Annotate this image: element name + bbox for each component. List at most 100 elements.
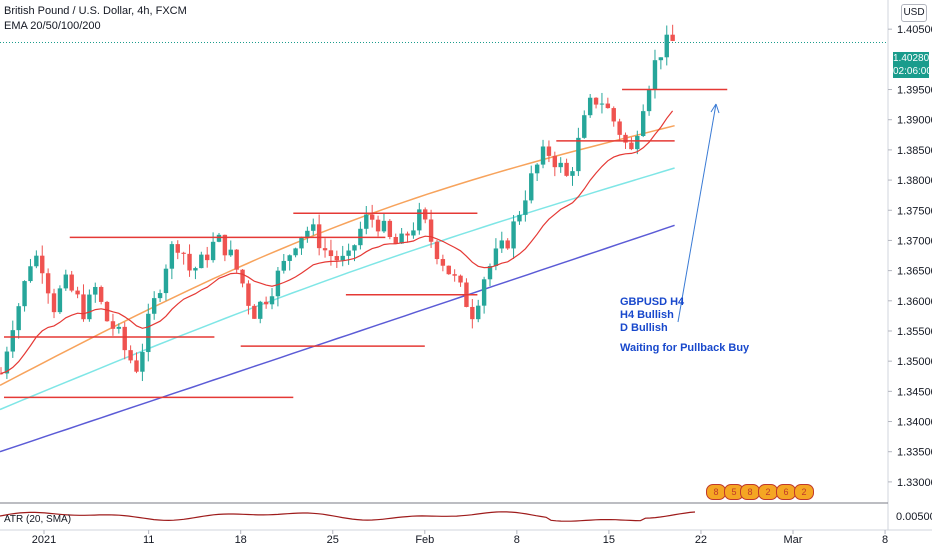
candle-body [423,209,428,220]
candle-body [122,326,127,351]
candle-body [593,97,599,105]
candle-body [116,326,122,329]
candle-body [81,294,86,320]
candle-body [611,108,616,122]
candle-body [470,306,475,320]
candle-body [617,121,622,135]
candle-body [646,89,652,112]
annotation-text: D Bullish [620,322,668,334]
annotation-text: Waiting for Pullback Buy [620,342,750,354]
y-tick-label: 1.34000 [897,417,932,429]
candle-body [334,256,340,261]
candle-body [664,34,669,58]
candle-body [93,286,98,295]
candle-body [16,306,21,331]
candle-body [493,248,499,267]
annotation-text: GBPUSD H4 [620,296,685,308]
candle-body [45,273,51,294]
candle-body [476,305,481,320]
candle-body [576,137,581,172]
x-tick-label: 8 [882,534,888,546]
x-tick-label: 25 [327,534,339,546]
indicator-legend: EMA 20/50/100/200 [4,20,101,32]
y-tick-label: 1.36500 [897,266,932,278]
event-icon[interactable]: 8 [706,484,726,500]
candle-body [599,103,605,105]
event-icon[interactable]: 2 [794,484,814,500]
candle-body [629,142,634,150]
candle-body [340,255,345,261]
y-tick-label: 1.36000 [897,296,932,308]
candle-body [582,115,587,138]
candle-body [305,230,310,237]
y-tick-label: 1.33500 [897,447,932,459]
candle-body [452,274,457,276]
candle-body [199,254,204,269]
y-tick-label: 1.39500 [897,85,932,97]
candle-body [434,241,440,260]
atr-axis-label: 0.00500 [896,511,932,523]
candle-body [635,135,640,150]
candle-body [134,360,139,372]
event-icon[interactable]: 6 [776,484,796,500]
candle-body [210,241,216,261]
candle-body [75,290,80,295]
chart-title: British Pound / U.S. Dollar, 4h, FXCM [4,5,187,17]
event-icon[interactable]: 8 [740,484,760,500]
candle-body [570,171,575,176]
candle-body [540,146,546,165]
candle-body [187,253,192,271]
candle-body [346,250,351,256]
candle-body [140,352,145,372]
candle-body [110,321,116,329]
candle-body [652,60,658,90]
candle-body [428,219,434,242]
candle-body [228,249,233,256]
candle-body [51,293,57,313]
currency-badge[interactable]: USD [901,4,927,22]
candle-body [523,200,528,215]
event-icon[interactable]: 5 [724,484,744,500]
event-icon[interactable]: 2 [758,484,778,500]
candle-body [275,270,281,297]
candle-body [63,274,69,289]
candle-body [364,214,369,229]
y-tick-label: 1.33000 [897,477,932,489]
x-tick-label: 22 [695,534,707,546]
atr-label: ATR (20, SMA) [4,514,72,525]
candle-body [487,266,493,280]
candle-body [605,103,611,109]
last-price-tag: 1.40280 [893,52,930,65]
candle-countdown-tag: 02:06:00 [893,65,932,78]
candle-body [322,248,328,251]
candle-body [151,298,157,314]
candle-body [552,155,558,168]
candle-body [623,134,628,143]
candle-body [28,266,33,282]
x-tick-label: 8 [514,534,520,546]
candle-body [546,146,552,156]
y-tick-label: 1.40500 [897,24,932,36]
candle-body [587,97,593,116]
atr-line [0,511,696,522]
candle-body [417,209,422,231]
candle-body [157,293,163,299]
candle-body [234,249,239,270]
candle-body [369,214,375,220]
candle-body [205,254,210,261]
candle-body [387,220,393,238]
candle-body [246,283,251,306]
candle-body [399,233,404,244]
candle-body [529,173,534,201]
candle-body [181,252,186,254]
trend-arrow-head [710,103,720,114]
candle-body [104,301,110,322]
y-tick-label: 1.34500 [897,386,932,398]
candle-body [505,240,510,249]
candle-body [299,236,304,249]
candle-body [375,219,381,232]
candle-body [405,233,410,236]
x-tick-label: Feb [415,534,434,546]
